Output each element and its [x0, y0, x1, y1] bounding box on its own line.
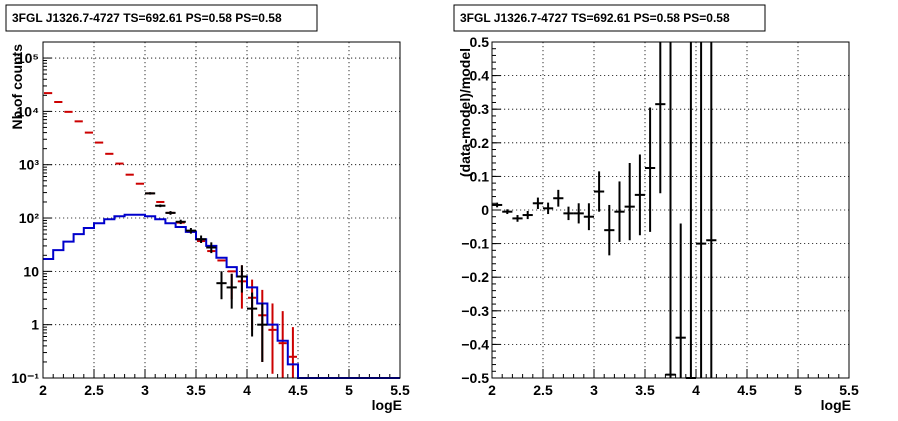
- left-x-tick-label: 4: [243, 382, 251, 398]
- right-y-tick-label: 0.4: [470, 68, 490, 84]
- right-x-tick-label: 3.5: [635, 382, 655, 398]
- left-x-label: logE: [372, 397, 402, 413]
- right-x-tick-label: 5.5: [839, 382, 859, 398]
- right-x-tick-label: 2.5: [533, 382, 553, 398]
- left-y-label: Nb of counts: [9, 44, 25, 130]
- right-title-box: [453, 4, 766, 32]
- left-x-tick-label: 2.5: [84, 382, 104, 398]
- right-y-tick-label: 0.2: [470, 135, 490, 151]
- left-y-tick-label: 10⁴: [17, 103, 40, 119]
- left-x-tick-label: 5.5: [390, 382, 410, 398]
- left-x-tick-label: 3: [141, 382, 149, 398]
- left-x-tick-label: 3.5: [186, 382, 206, 398]
- left-y-tick-label: 10⁻¹: [11, 370, 39, 386]
- left-ticks: 2 2.5 3 3.5 4 4.5 5 5.5 10⁻¹ 1 10 10² 10³ 10⁴ 10⁵: [11, 41, 410, 398]
- left-y-tick-label: 10³: [19, 157, 40, 173]
- left-grid: [43, 42, 400, 378]
- left-x-tick-label: 5: [345, 382, 353, 398]
- right-y-tick-label: 0.1: [470, 168, 490, 184]
- right-grid: [492, 42, 849, 378]
- right-x-tick-label: 2: [488, 382, 496, 398]
- left-y-tick-label: 10²: [19, 210, 40, 226]
- left-title-box: [5, 4, 318, 32]
- right-series: [492, 42, 717, 379]
- right-panel: 3FGL J1326.7-4727 TS=692.61 PS=0.58 PS=0…: [453, 4, 859, 413]
- left-y-tick-label: 10: [23, 263, 39, 279]
- right-y-tick-label: 0.5: [470, 34, 490, 50]
- right-plot-frame: [491, 41, 850, 379]
- left-series: [43, 92, 400, 379]
- left-title: 3FGL J1326.7-4727 TS=692.61 PS=0.58 PS=0…: [12, 11, 282, 25]
- right-x-tick-label: 3: [590, 382, 598, 398]
- left-x-tick-label: 4.5: [288, 382, 308, 398]
- right-ticks: 2 2.5 3 3.5 4 4.5 5 5.5 −0.5 −0.4 −0.3 −0.2 −0.1 0 0.1…: [461, 34, 859, 398]
- left-y-tick-label: 10⁵: [17, 50, 39, 66]
- right-y-tick-label: −0.1: [461, 236, 489, 252]
- left-plot-frame: [42, 41, 401, 379]
- right-x-tick-label: 4: [692, 382, 700, 398]
- right-title: 3FGL J1326.7-4727 TS=692.61 PS=0.58 PS=0…: [460, 11, 730, 25]
- right-y-tick-label: −0.3: [461, 303, 489, 319]
- right-y-label: (data-model)/model: [457, 48, 473, 177]
- left-y-tick-label: 1: [31, 317, 39, 333]
- right-x-tick-label: 5: [794, 382, 802, 398]
- left-x-tick-label: 2: [39, 382, 47, 398]
- right-y-tick-label: −0.4: [461, 336, 489, 352]
- right-y-tick-label: −0.5: [461, 370, 489, 386]
- right-x-tick-label: 4.5: [737, 382, 757, 398]
- left-panel: 3FGL J1326.7-4727 TS=692.61 PS=0.58 PS=0…: [5, 4, 410, 413]
- right-x-label: logE: [821, 397, 851, 413]
- right-y-tick-label: 0.3: [470, 101, 490, 117]
- right-y-tick-label: −0.2: [461, 269, 489, 285]
- right-y-tick-label: 0: [481, 202, 489, 218]
